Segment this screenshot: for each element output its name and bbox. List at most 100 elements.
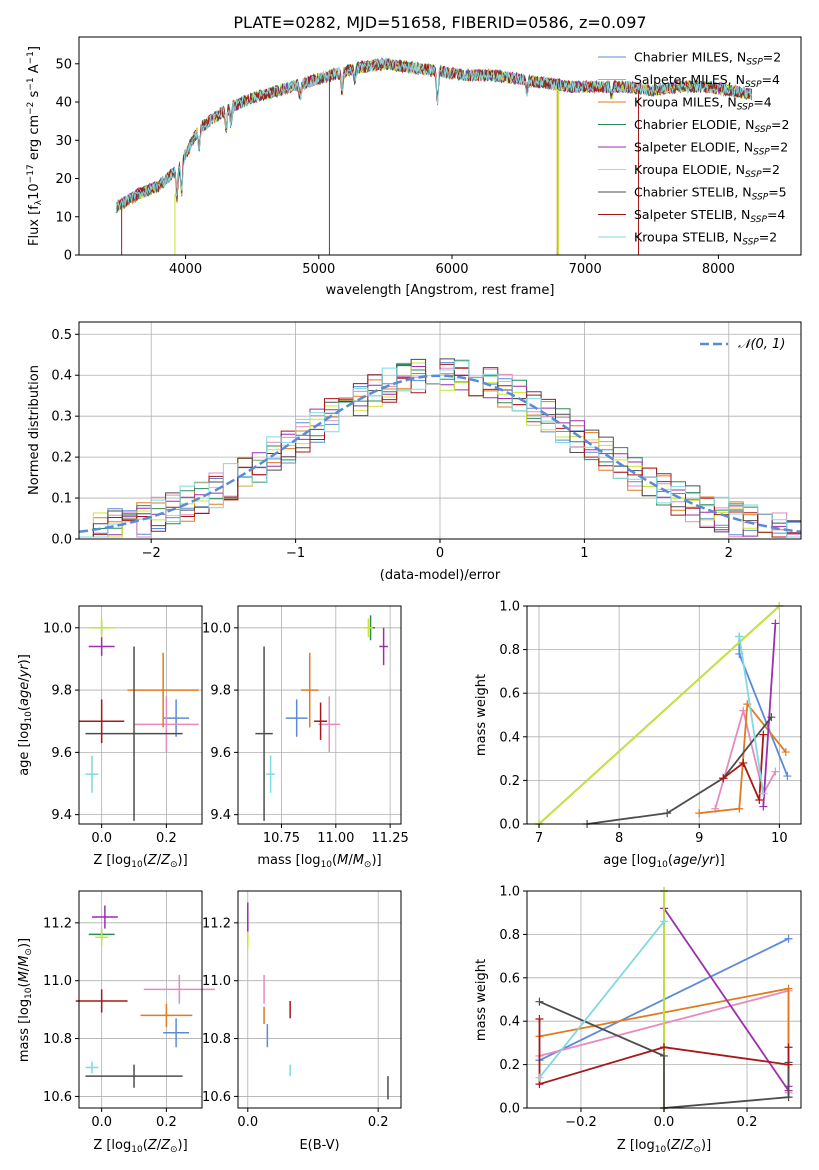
x-tick-label: 4000 — [169, 262, 202, 277]
panel-age-weight: 7 8 9 10 0.0 0.2 0.4 0.6 0.8 1.0 age [log10(age/yr… — [474, 600, 802, 870]
axes-frame — [78, 605, 203, 825]
legend-label: Chabrier STELIB, NSSP=5 — [634, 185, 787, 203]
x-tick-label: 0.0 — [237, 1115, 258, 1130]
x-tick-label: 0.0 — [654, 1115, 675, 1130]
panel-z-weight: −0.2 0.0 0.2 0.0 0.2 0.4 0.6 0.8 1.0 Z [log10(Z/Z… — [474, 885, 802, 1155]
weight-marker — [771, 767, 780, 776]
x-tick-label: 0.2 — [156, 1115, 177, 1130]
weight-line — [722, 734, 765, 801]
weight-marker — [660, 1051, 668, 1060]
y-tick-label: 0.4 — [51, 369, 72, 384]
y-tick-label: 0.2 — [51, 451, 72, 466]
legend-label: Salpeter STELIB, NSSP=4 — [634, 207, 785, 225]
y-axis-label: mass weight — [474, 959, 489, 1041]
x-tick-label: 8000 — [702, 262, 735, 277]
x-tick-label: 9 — [695, 831, 703, 846]
normal-curve — [78, 374, 802, 534]
weight-line — [699, 701, 787, 814]
y-tick-label: 0.3 — [51, 410, 72, 425]
weight-marker — [759, 802, 768, 811]
y-tick-label: 10.8 — [202, 1032, 231, 1047]
weight-marker — [660, 917, 668, 926]
panel-z-age: 0.0 0.2 9.4 9.6 9.8 10.0 Z [log10(Z/Z⊙)] age [l… — [17, 605, 203, 870]
weight-marker — [784, 1043, 793, 1052]
weight-marker — [771, 619, 780, 628]
x-tick-label: 0.0 — [91, 1115, 112, 1130]
y-tick-label: 50 — [55, 57, 72, 72]
x-tick-label: −1 — [286, 546, 305, 561]
figure-title: PLATE=0282, MJD=51658, FIBERID=0586, z=0… — [233, 13, 646, 32]
plot-area — [78, 358, 802, 538]
weight-marker — [784, 984, 793, 993]
weight-line — [538, 920, 665, 1079]
legend-label: Salpeter MILES, NSSP=4 — [634, 72, 780, 90]
y-tick-label: 30 — [55, 134, 72, 149]
weight-marker — [784, 1060, 793, 1069]
y-tick-label: 10.0 — [202, 621, 231, 636]
weight-marker — [739, 758, 748, 767]
x-axis-label: Z [log10(Z/Z⊙)] — [93, 1138, 187, 1155]
x-axis-label: age [log10(age/yr)] — [603, 853, 725, 870]
y-tick-label: 1.0 — [499, 885, 520, 900]
weight-marker — [535, 1073, 544, 1082]
y-tick-label: 0.4 — [499, 730, 520, 745]
y-tick-label: 0.5 — [51, 328, 72, 343]
x-axis-label: wavelength [Angstrom, rest frame] — [326, 283, 555, 298]
y-tick-label: 10.6 — [202, 1090, 231, 1105]
weight-line — [586, 716, 773, 825]
legend-label: Kroupa STELIB, NSSP=2 — [634, 230, 777, 248]
x-tick-label: 11.00 — [317, 831, 354, 846]
axes-frame — [78, 36, 802, 256]
weight-marker — [719, 774, 728, 783]
x-tick-label: 0.2 — [737, 1115, 758, 1130]
y-tick-label: 0.0 — [51, 533, 72, 548]
weight-marker — [663, 809, 672, 818]
x-tick-label: 0.2 — [156, 831, 177, 846]
panel-spectrum: 4000 5000 6000 7000 8000 0 10 20 30 40 50 wavelengt… — [26, 36, 802, 298]
y-tick-label: 0.2 — [499, 1058, 520, 1073]
x-tick-label: 5000 — [302, 262, 335, 277]
axes-frame — [78, 890, 203, 1109]
weight-marker — [535, 997, 544, 1006]
legend: Chabrier MILES, NSSP=2 Salpeter MILES, NS… — [598, 50, 789, 248]
x-axis-label: (data-model)/error — [380, 568, 501, 583]
legend-label: Kroupa MILES, NSSP=4 — [634, 95, 772, 113]
plot-area — [535, 602, 792, 828]
x-tick-label: 2 — [725, 546, 733, 561]
y-tick-label: 9.6 — [210, 746, 231, 761]
legend-label: Chabrier MILES, NSSP=2 — [634, 50, 781, 68]
x-tick-label: −0.2 — [565, 1115, 597, 1130]
y-tick-label: 20 — [55, 172, 72, 187]
weight-marker — [695, 809, 704, 818]
y-tick-label: 9.8 — [51, 684, 72, 699]
panel-residuals: −2 −1 0 1 2 0.0 0.1 0.2 0.3 0.4 0.5 (data-model)/er… — [27, 321, 802, 583]
legend-label: 𝒩(0, 1) — [738, 337, 785, 352]
weight-line — [538, 605, 781, 825]
y-tick-label: 40 — [55, 96, 72, 111]
y-tick-label: 0.1 — [51, 492, 72, 507]
y-tick-label: 0.2 — [499, 774, 520, 789]
x-axis-label: Z [log10(Z/Z⊙)] — [93, 853, 187, 870]
panel-z-mass: 0.0 0.2 10.6 10.8 11.0 11.2 Z [log10(Z/Z⊙)] mas… — [17, 890, 215, 1155]
x-axis-label: E(B-V) — [299, 1138, 339, 1153]
y-tick-label: 0.8 — [499, 928, 520, 943]
weight-marker — [755, 796, 764, 805]
plot-area — [255, 615, 388, 821]
weight-marker — [735, 804, 744, 813]
plot-area — [115, 57, 753, 255]
weight-marker — [759, 789, 768, 798]
y-axis-label: age [log10(age/yr)] — [17, 654, 34, 776]
x-tick-label: 10.75 — [263, 831, 300, 846]
y-tick-label: 11.0 — [202, 974, 231, 989]
legend: 𝒩(0, 1) — [700, 337, 785, 352]
spectrum-line — [115, 57, 753, 213]
axes-frame — [237, 605, 402, 825]
weight-marker — [784, 1093, 793, 1102]
plot-area — [247, 902, 389, 1100]
weight-line — [738, 636, 765, 794]
weight-marker — [735, 632, 744, 641]
x-tick-label: 6000 — [435, 262, 468, 277]
plot-area — [79, 618, 199, 821]
weight-line — [714, 707, 777, 809]
